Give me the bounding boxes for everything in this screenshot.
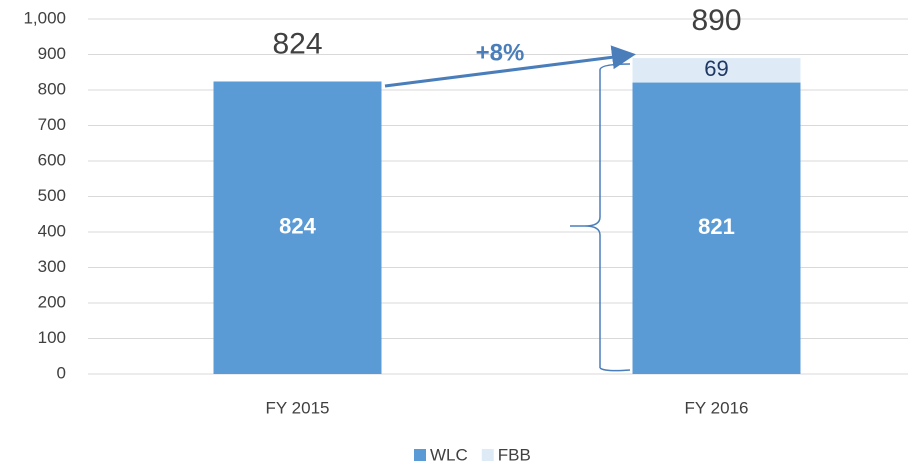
x-tick-label: FY 2016 xyxy=(685,398,749,417)
y-tick-label: 300 xyxy=(38,257,66,276)
brace xyxy=(570,63,631,372)
bar-segment xyxy=(632,58,801,83)
legend-label: FBB xyxy=(498,445,531,464)
x-tick-label: FY 2015 xyxy=(266,398,330,417)
y-tick-label: 500 xyxy=(38,186,66,205)
y-tick-label: 400 xyxy=(38,221,66,240)
y-tick-label: 600 xyxy=(38,150,66,169)
y-tick-label: 800 xyxy=(38,79,66,98)
y-tick-label: 100 xyxy=(38,328,66,347)
legend-swatch xyxy=(481,449,494,461)
y-tick-label: 200 xyxy=(38,292,66,311)
bar-segment xyxy=(632,82,801,375)
total-label: 890 xyxy=(691,4,741,37)
legend-label: WLC xyxy=(430,445,468,464)
growth-arrow xyxy=(384,45,636,88)
growth-label: +8% xyxy=(476,39,525,66)
data-label: 821 xyxy=(698,214,735,239)
data-label: 824 xyxy=(279,214,316,239)
legend-swatch xyxy=(414,449,426,461)
total-label: 824 xyxy=(272,27,322,60)
y-tick-label: 900 xyxy=(38,44,66,63)
data-label: 69 xyxy=(704,56,728,81)
y-tick-label: 1,000 xyxy=(23,8,66,27)
y-tick-label: 0 xyxy=(57,363,66,382)
bar-segment xyxy=(213,81,382,374)
y-tick-label: 700 xyxy=(38,115,66,134)
